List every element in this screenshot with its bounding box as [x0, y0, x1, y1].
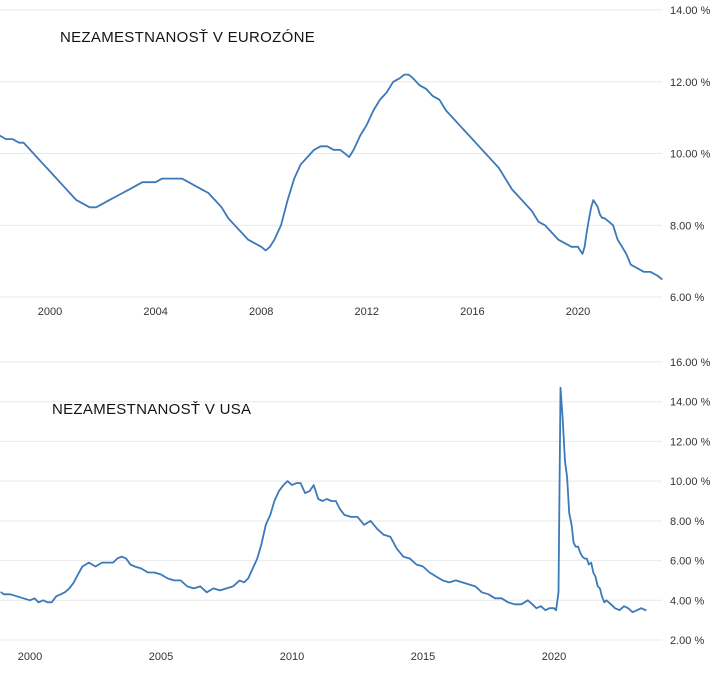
y-tick-label: 10.00 %: [670, 476, 711, 488]
eurozone-unemployment-chart: 6.00 % 8.00 % 10.00 % 12.00 % 14.00 % 2000 200…: [0, 0, 713, 330]
x-tick-label: 2004: [143, 306, 167, 318]
y-tick-label: 12.00 %: [670, 436, 711, 448]
y-tick-label: 4.00 %: [670, 595, 704, 607]
y-tick-label: 6.00 %: [670, 556, 704, 568]
axis-layer: 2.00 % 4.00 % 6.00 % 8.00 % 10.00 % 12.00 % 14…: [18, 357, 711, 663]
x-tick-label: 2020: [566, 306, 590, 318]
y-tick-label: 2.00 %: [670, 635, 704, 647]
usa-chart-svg: 2.00 % 4.00 % 6.00 % 8.00 % 10.00 % 12.00 % 14…: [0, 357, 711, 663]
x-tick-label: 2000: [18, 651, 42, 663]
grid-layer: [0, 361, 662, 641]
y-tick-label: 12.00 %: [670, 77, 711, 89]
series-layer: [0, 386, 647, 614]
usa-chart-title: NEZAMESTNANOSŤ V USA: [52, 401, 251, 418]
x-tick-label: 2008: [249, 306, 273, 318]
grid-layer: [0, 9, 662, 298]
x-tick-label: 2016: [460, 306, 484, 318]
unemployment-line: [0, 73, 663, 281]
x-tick-label: 2015: [411, 651, 435, 663]
y-tick-label: 10.00 %: [670, 149, 711, 161]
y-tick-label: 8.00 %: [670, 220, 704, 232]
y-tick-label: 6.00 %: [670, 292, 704, 304]
y-tick-label: 14.00 %: [670, 5, 711, 17]
x-tick-label: 2020: [542, 651, 566, 663]
y-tick-label: 14.00 %: [670, 397, 711, 409]
series-layer: [0, 73, 663, 281]
usa-unemployment-chart: 2.00 % 4.00 % 6.00 % 8.00 % 10.00 % 12.00 % 14…: [0, 348, 713, 678]
x-tick-label: 2005: [149, 651, 173, 663]
unemployment-line: [0, 386, 647, 614]
x-tick-label: 2012: [355, 306, 379, 318]
y-tick-label: 8.00 %: [670, 516, 704, 528]
y-tick-label: 16.00 %: [670, 357, 711, 369]
x-tick-label: 2000: [38, 306, 62, 318]
eurozone-chart-title: NEZAMESTNANOSŤ V EUROZÓNE: [60, 29, 315, 46]
x-tick-label: 2010: [280, 651, 304, 663]
axis-layer: 6.00 % 8.00 % 10.00 % 12.00 % 14.00 % 2000 200…: [38, 5, 711, 318]
eurozone-chart-svg: 6.00 % 8.00 % 10.00 % 12.00 % 14.00 % 2000 200…: [0, 5, 711, 318]
